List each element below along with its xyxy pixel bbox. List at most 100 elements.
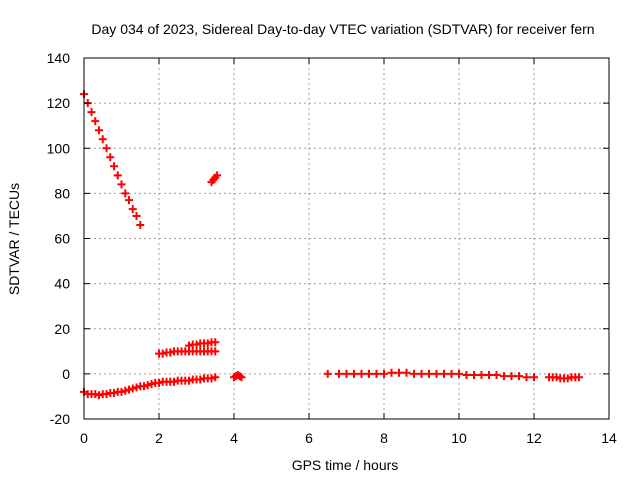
data-point: [196, 375, 205, 384]
y-tick-label: 120: [47, 95, 71, 111]
data-point: [110, 162, 118, 171]
data-point: [237, 373, 246, 382]
data-point: [87, 108, 96, 117]
data-point: [417, 369, 426, 378]
data-point: [147, 380, 156, 389]
x-tick-label: 2: [155, 430, 163, 446]
y-tick-label: 20: [54, 321, 70, 337]
y-tick-label: 0: [62, 366, 70, 382]
x-tick-label: 4: [230, 430, 238, 446]
x-axis-label: GPS time / hours: [292, 457, 399, 473]
data-point: [91, 117, 100, 126]
data-point: [91, 390, 100, 399]
data-point: [170, 377, 178, 386]
series-6: [323, 369, 332, 378]
data-point: [121, 386, 130, 395]
grid-lines: [84, 58, 609, 419]
data-point: [128, 205, 137, 214]
data-point: [95, 391, 103, 400]
data-point: [470, 371, 478, 380]
data-point: [213, 171, 222, 180]
y-axis-label: SDTVAR / TECUs: [6, 183, 22, 295]
data-point: [477, 371, 486, 380]
x-tick-label: 12: [526, 430, 542, 446]
data-point: [455, 369, 463, 378]
data-point: [125, 196, 133, 205]
data-point: [395, 368, 403, 377]
data-point: [522, 373, 531, 382]
data-point: [121, 189, 130, 198]
data-point: [106, 153, 115, 162]
y-tick-label: -20: [50, 411, 70, 427]
x-tick-label: 10: [451, 430, 467, 446]
data-point: [387, 368, 396, 377]
data-point: [425, 369, 433, 378]
data-point: [158, 349, 167, 358]
data-point: [102, 390, 111, 399]
data-point: [485, 371, 493, 380]
data-point: [166, 348, 175, 357]
y-tick-label: 80: [54, 185, 70, 201]
data-point: [552, 373, 561, 382]
series-4: [185, 338, 220, 350]
data-point: [117, 387, 126, 396]
data-point: [410, 369, 418, 378]
y-tick-label: 140: [47, 50, 71, 66]
data-points: [80, 90, 583, 400]
data-point: [143, 381, 152, 390]
x-tick-label: 6: [305, 430, 313, 446]
y-tick-label: 100: [47, 140, 71, 156]
data-point: [380, 369, 388, 378]
data-point: [155, 378, 163, 387]
data-point: [128, 384, 137, 393]
data-point: [140, 382, 148, 391]
data-point: [113, 171, 122, 180]
x-tick-label: 8: [380, 430, 388, 446]
data-point: [357, 369, 366, 378]
data-point: [132, 211, 141, 220]
data-point: [136, 220, 145, 229]
y-tick-label: 60: [54, 231, 70, 247]
data-point: [203, 339, 212, 348]
data-point: [372, 369, 381, 378]
data-point: [462, 371, 471, 380]
series-7: [335, 368, 538, 382]
y-tick-labels: -20 0 20 40 60 80 100 120 140: [47, 50, 71, 427]
data-point: [98, 135, 107, 144]
data-point: [207, 374, 216, 383]
data-point: [447, 369, 456, 378]
data-point: [492, 371, 501, 380]
data-point: [365, 369, 373, 378]
axis-ticks: [83, 57, 610, 420]
data-point: [500, 372, 508, 381]
data-point: [402, 368, 411, 377]
data-point: [432, 369, 441, 378]
data-point: [132, 383, 141, 392]
series-0: [80, 90, 145, 229]
data-point: [530, 373, 538, 382]
data-point: [211, 338, 220, 347]
data-point: [95, 126, 103, 135]
data-point: [507, 372, 516, 381]
data-point: [125, 385, 133, 394]
data-point: [102, 144, 111, 153]
x-tick-label: 0: [80, 430, 88, 446]
data-point: [110, 389, 118, 398]
chart-title: Day 034 of 2023, Sidereal Day-to-day VTE…: [91, 21, 594, 37]
data-point: [563, 374, 572, 383]
data-point: [192, 340, 201, 349]
data-point: [185, 341, 193, 350]
data-point: [440, 369, 448, 378]
series-8: [545, 373, 583, 383]
series-5: [230, 371, 246, 382]
data-point: [350, 369, 358, 378]
series-2: [80, 373, 220, 400]
data-point: [211, 347, 220, 356]
data-point: [185, 376, 193, 385]
x-tick-labels: 0 2 4 6 8 10 12 14: [80, 430, 617, 446]
series-3: [155, 347, 220, 358]
series-1: [207, 171, 222, 187]
data-point: [117, 180, 126, 189]
data-point: [335, 369, 343, 378]
